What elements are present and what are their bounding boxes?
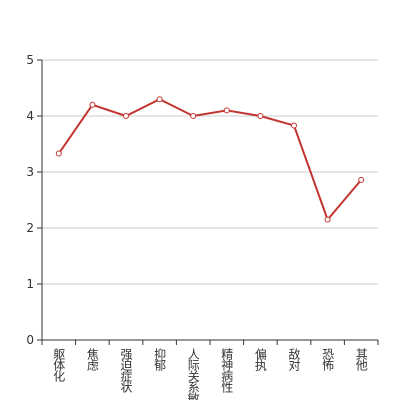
point	[358, 176, 365, 183]
x-tick-label: 偏执	[253, 347, 267, 372]
point	[257, 113, 264, 119]
x-tick-label: 敌对	[287, 347, 301, 371]
x-tick-label: 抑郁	[153, 347, 167, 372]
x-tick-label: 焦虑	[85, 348, 99, 371]
x-tick-label: 其他	[354, 348, 368, 371]
y-tick-label: 1	[26, 277, 34, 291]
point	[156, 96, 163, 103]
point	[291, 122, 297, 129]
y-tick-label: 3	[26, 165, 34, 179]
point	[324, 216, 331, 223]
line	[57, 98, 362, 222]
x-tick-label: 恐怖	[321, 348, 335, 371]
y-tick-label: 2	[26, 221, 34, 235]
point	[55, 150, 62, 157]
x-tick-label: 躯体化	[52, 347, 66, 383]
x-tick-label: 精神病性	[220, 348, 234, 394]
point	[123, 113, 129, 119]
y-tick-label: 5	[26, 53, 34, 67]
y-tick-label: 4	[26, 109, 34, 123]
y-tick-label: 0	[26, 333, 34, 347]
point	[190, 113, 197, 119]
point	[89, 101, 96, 108]
x-tick-label: 人际关系敏感	[186, 348, 200, 400]
x-tick-label: 强迫症状	[119, 348, 133, 393]
point	[223, 107, 230, 114]
